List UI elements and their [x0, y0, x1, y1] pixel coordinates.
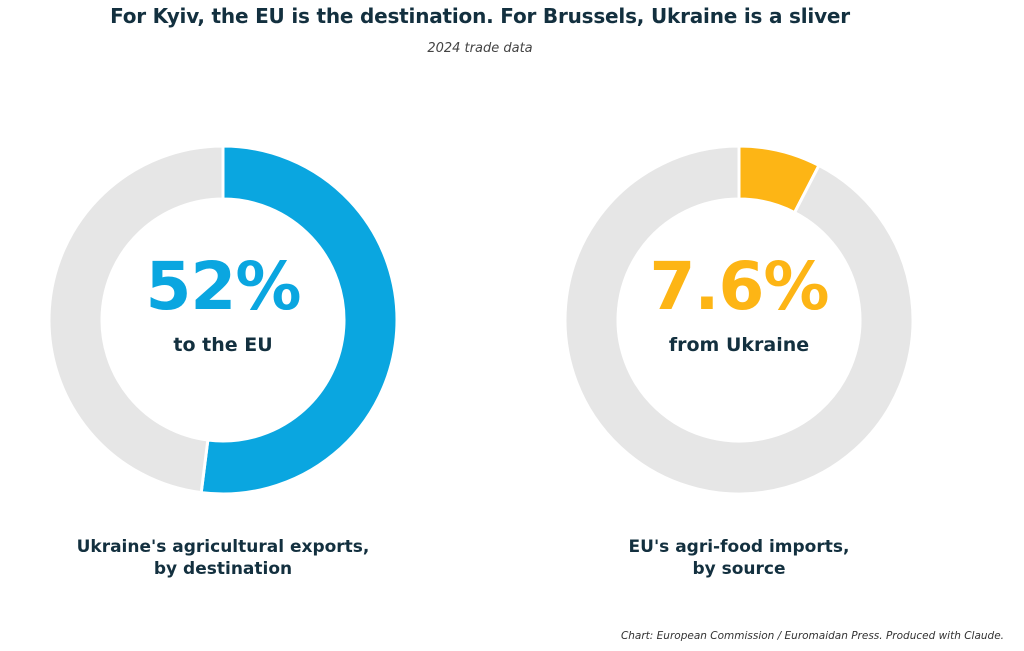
right-caption: EU's agri-food imports, by source: [559, 536, 919, 580]
chart-source: Chart: European Commission / Euromaidan …: [620, 630, 1004, 642]
left-center-label: to the EU: [173, 334, 273, 356]
left-donut-slice-highlight: [199, 144, 399, 496]
left-donut-center: 52% to the EU: [43, 140, 403, 500]
right-center-label: from Ukraine: [668, 334, 810, 356]
right-center-value: 7.6%: [649, 248, 829, 325]
left-caption: Ukraine's agricultural exports, by desti…: [43, 536, 403, 580]
right-caption-line2: by source: [692, 559, 786, 579]
right-donut-slice-rest: [563, 144, 915, 496]
left-center-value: 52%: [145, 248, 302, 325]
left-donut-chart: 52% to the EU: [43, 140, 403, 500]
left-donut-svg: [47, 144, 399, 496]
right-donut-chart: 7.6% from Ukraine: [559, 140, 919, 500]
left-caption-line1: Ukraine's agricultural exports,: [76, 537, 370, 557]
right-donut-center: 7.6% from Ukraine: [559, 140, 919, 500]
chart-subtitle: 2024 trade data: [427, 41, 533, 56]
chart-title: For Kyiv, the EU is the destination. For…: [110, 4, 850, 28]
left-donut-slice-rest: [47, 144, 225, 495]
left-caption-line2: by destination: [153, 559, 293, 579]
right-caption-line1: EU's agri-food imports,: [628, 537, 850, 557]
right-donut-svg: [563, 144, 915, 496]
